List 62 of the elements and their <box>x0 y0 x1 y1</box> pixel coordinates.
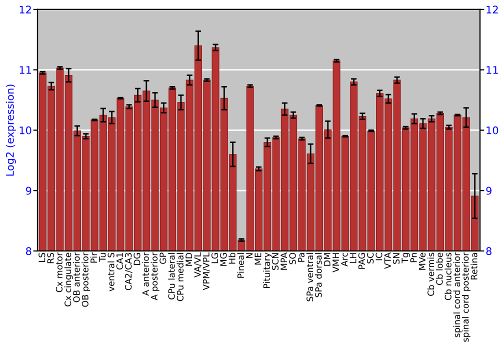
y2-tick-label: 11 <box>486 66 498 74</box>
x-tick-label: N <box>246 253 253 258</box>
x-tick-label: Retina <box>470 253 478 280</box>
x-tick-label: Cx cingulate <box>64 252 73 306</box>
x-tick-label: IC <box>376 252 382 260</box>
x-tick-label: LG <box>211 253 218 264</box>
y-tick-label: 8 <box>26 247 32 256</box>
x-tick-label: ventral S <box>108 252 114 292</box>
x-tick-label: Pir <box>90 252 97 263</box>
x-tick-label: VMH <box>332 253 339 272</box>
x-tick-label: RS <box>47 252 54 264</box>
x-tick-label: VTA <box>384 252 391 269</box>
x-tick-label: CPu lateral <box>168 253 175 300</box>
x-tick-label: Pituitary <box>263 252 272 288</box>
x-tick-label: Hb <box>228 252 236 264</box>
x-tick-label: Cb vermis <box>427 252 434 296</box>
x-tick-label: spinal cord posterior <box>462 252 470 342</box>
x-tick-label: CPu medial <box>176 253 184 302</box>
x-tick-label: Arc <box>341 252 348 266</box>
x-tick-label: MG <box>220 253 227 266</box>
x-tick-label: LH <box>350 253 356 263</box>
x-tick-label: SC <box>367 252 374 264</box>
x-tick-label: SN <box>392 253 400 264</box>
y-tick-label: 10 <box>20 126 32 134</box>
y-tick-label: 12 <box>20 6 31 14</box>
x-tick-label: ME <box>254 252 262 265</box>
x-tick-label: VPM/VPL <box>202 252 210 290</box>
x-tick-label: A posterior <box>150 252 160 300</box>
x-tick-label: VA/VL <box>194 252 202 278</box>
x-tick-label: spinal cord anterior <box>453 252 462 338</box>
x-tick-label: Pineal <box>237 253 244 278</box>
y-tick-label: 9 <box>26 186 32 195</box>
x-tick-label: Cb lobe <box>436 252 443 286</box>
y2-tick-label: 8 <box>486 247 492 256</box>
x-tick-label: Cb nucleus <box>444 252 452 300</box>
x-tick-label: Tu <box>99 253 106 262</box>
y-tick-label: 11 <box>20 66 31 74</box>
x-tick-label: CA2/CA3 <box>125 253 132 290</box>
x-tick-label: A anterior <box>142 252 149 296</box>
x-tick-label: MPA <box>280 252 288 270</box>
x-tick-label: DM <box>324 253 330 266</box>
x-tick-label: DG <box>134 253 140 265</box>
x-tick-label: Pn <box>410 253 417 262</box>
x-tick-label: SCN <box>272 253 279 270</box>
x-tick-label: Cx motor <box>56 252 63 292</box>
x-tick-label: MD <box>186 252 192 266</box>
x-tick-label: SPa dorsal <box>315 253 322 298</box>
x-tick-label: Tg <box>402 253 410 264</box>
x-tick-label: PAG <box>358 253 365 269</box>
x-tick-label: LS <box>38 252 46 262</box>
x-tick-label: OB anterior <box>73 252 80 302</box>
x-tick-label: GP <box>160 252 166 264</box>
x-tick-label: CA1 <box>116 253 124 270</box>
y2-tick-label: 12 <box>486 6 498 14</box>
y2-tick-label: 10 <box>486 126 498 134</box>
x-tick-label: Pa <box>298 253 304 262</box>
x-tick-label: MVe <box>418 252 426 270</box>
y-axis-title: Log2 (expression) <box>6 84 16 176</box>
x-tick-label: SO <box>289 252 296 264</box>
y2-tick-label: 9 <box>486 186 492 195</box>
x-tick-label: OB posterior <box>82 252 90 307</box>
x-tick-label: SPa ventral <box>306 253 314 302</box>
